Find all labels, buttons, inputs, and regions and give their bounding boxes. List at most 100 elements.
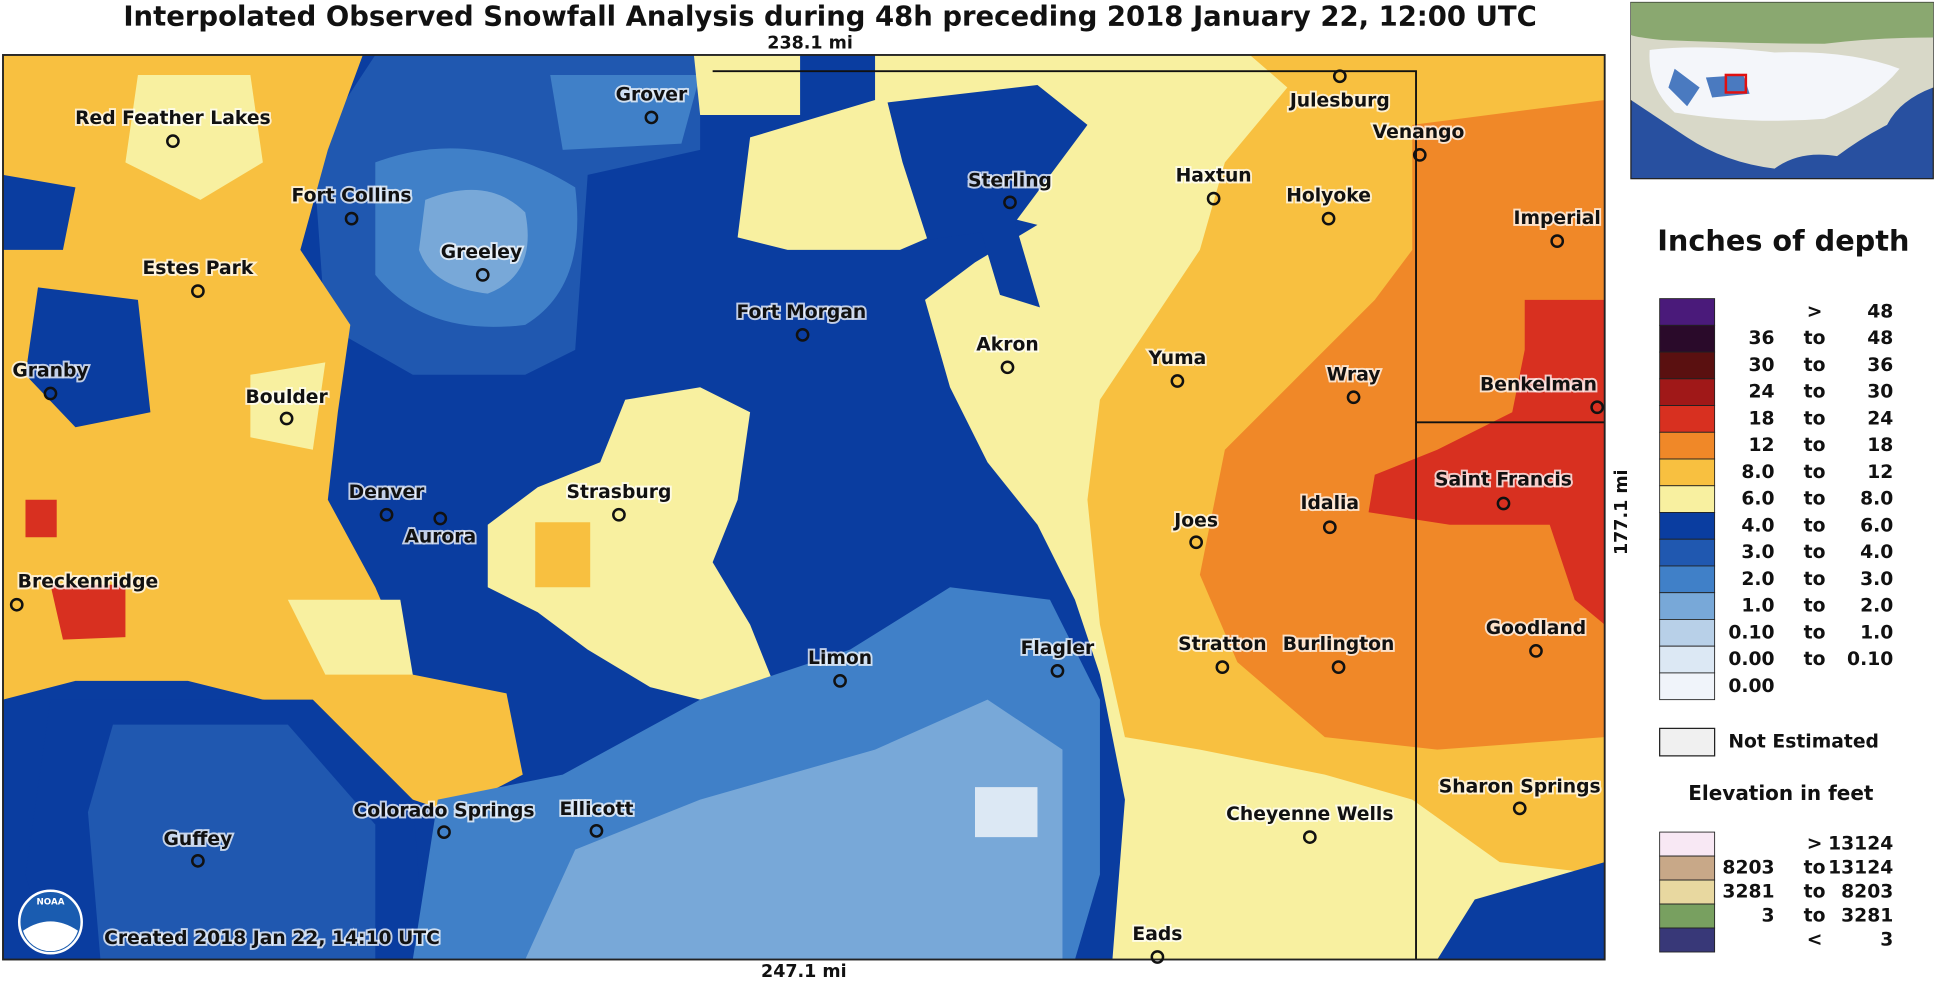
city-marker: [1412, 148, 1427, 162]
logo-wave: [22, 921, 78, 952]
city-label: Stratton: [1178, 634, 1266, 655]
city-marker: [1529, 644, 1543, 658]
scale-bottom: 247.1 mi: [761, 962, 847, 982]
legend-swatch: [1659, 538, 1716, 567]
city-label: Julesburg: [1288, 91, 1390, 112]
legend-sep: to: [1804, 408, 1826, 429]
legend-sep: to: [1804, 569, 1826, 590]
legend-sep: to: [1804, 462, 1826, 483]
legend-swatch: [1659, 879, 1716, 905]
city-marker: [589, 823, 604, 838]
legend-high: 36: [1867, 355, 1893, 376]
city-marker: [1322, 520, 1337, 535]
grover-mid: [550, 74, 701, 150]
city-label: Fort Morgan: [736, 302, 866, 323]
city-label: Wray: [1327, 364, 1381, 385]
inset-canada: [1630, 2, 1934, 44]
legend-low: 24: [1749, 382, 1775, 403]
scale-top: 238.1 mi: [767, 34, 853, 54]
city-label: Guffey: [163, 829, 232, 850]
city-label: Idalia: [1301, 493, 1360, 514]
not-estimated-swatch: [1659, 727, 1716, 757]
city-label: Akron: [976, 334, 1038, 355]
state-border: [712, 70, 1605, 960]
legend-low: 0.00: [1728, 649, 1774, 670]
legend-low: 0.10: [1728, 622, 1774, 643]
legend-sep: to: [1804, 596, 1826, 617]
strasburg-orange: [535, 522, 591, 588]
scale-right: 177.1 mi: [1612, 469, 1632, 555]
city-marker: [833, 674, 847, 688]
strasburg-yellow: [487, 387, 776, 700]
city-label: Greeley: [441, 242, 522, 263]
legend-sep: to: [1804, 515, 1826, 536]
city-marker: [1321, 211, 1336, 226]
legend-sep: to: [1804, 858, 1826, 879]
legend-swatch: [1659, 378, 1716, 406]
city-marker: [612, 507, 626, 522]
legend-sep: >: [1807, 834, 1823, 855]
inset-map: [1630, 1, 1934, 180]
legend-swatch: [1659, 458, 1716, 487]
legend-high: 2.0: [1860, 596, 1893, 617]
city-label: Holyoke: [1286, 186, 1371, 207]
city-marker: [1332, 69, 1347, 84]
legend-high: 48: [1867, 301, 1893, 322]
legend-swatch: [1659, 645, 1716, 674]
city-marker: [1550, 234, 1565, 248]
city-label: Saint Francis: [1435, 469, 1572, 490]
logo: NOAA: [17, 889, 83, 955]
city-label: Venango: [1373, 122, 1465, 143]
map-frame: [2, 54, 1606, 961]
legend-low: 8203: [1722, 858, 1774, 879]
city-label: Strasburg: [566, 482, 671, 503]
city-marker: [1215, 660, 1230, 675]
logo-text: NOAA: [36, 898, 64, 908]
south-pale: [975, 787, 1038, 838]
legend-sep: to: [1804, 328, 1826, 349]
legend-high: 13124: [1828, 834, 1893, 855]
city-label: Cheyenne Wells: [1226, 804, 1393, 825]
legend-high: 3.0: [1860, 569, 1893, 590]
legend-high: 18: [1867, 435, 1893, 456]
east-orange: [1199, 99, 1605, 750]
legend: >48 36 to 48 30 to 36 24 to 30 18 to 24 12 to 18 8.0 to 12…: [1659, 298, 1893, 701]
city-marker: [191, 284, 205, 298]
legend-high: 8.0: [1860, 489, 1893, 510]
city-marker: [1331, 660, 1346, 675]
city-label: Eads: [1132, 924, 1182, 945]
west-snow: [125, 74, 413, 675]
legend-sep: to: [1804, 622, 1826, 643]
legend-swatch: [1659, 831, 1716, 857]
city-marker: [644, 110, 659, 125]
legend-high: 1.0: [1860, 622, 1893, 643]
legend-sep: >: [1807, 301, 1823, 322]
legend-sep: to: [1804, 882, 1826, 903]
city-label: Limon: [808, 648, 872, 669]
city-marker: [1346, 390, 1361, 405]
legend-swatch: [1659, 431, 1716, 460]
title: Interpolated Observed Snowfall Analysis …: [123, 0, 1536, 32]
city-label: Ellicott: [559, 799, 633, 820]
city-marker: [43, 386, 58, 401]
inset-locator: [1724, 73, 1748, 94]
legend-high: 8203: [1841, 882, 1893, 903]
legend-swatch: [1659, 672, 1716, 701]
legend-sep: to: [1804, 382, 1826, 403]
legend-low: 18: [1749, 408, 1775, 429]
legend-low: 36: [1749, 328, 1775, 349]
legend-low: 0.00: [1728, 676, 1774, 697]
city-marker: [437, 825, 451, 839]
legend-swatch: [1659, 927, 1716, 953]
sw-mid: [87, 724, 376, 960]
legend-low: 12: [1749, 435, 1775, 456]
not-estimated-label: Not Estimated: [1728, 732, 1879, 753]
legend-sep: to: [1804, 542, 1826, 563]
inset-snow: [1649, 47, 1900, 121]
legend-title: Inches of depth: [1657, 223, 1909, 257]
city-marker: [475, 267, 490, 282]
legend-high: 12: [1867, 462, 1893, 483]
city-marker: [1050, 664, 1065, 678]
